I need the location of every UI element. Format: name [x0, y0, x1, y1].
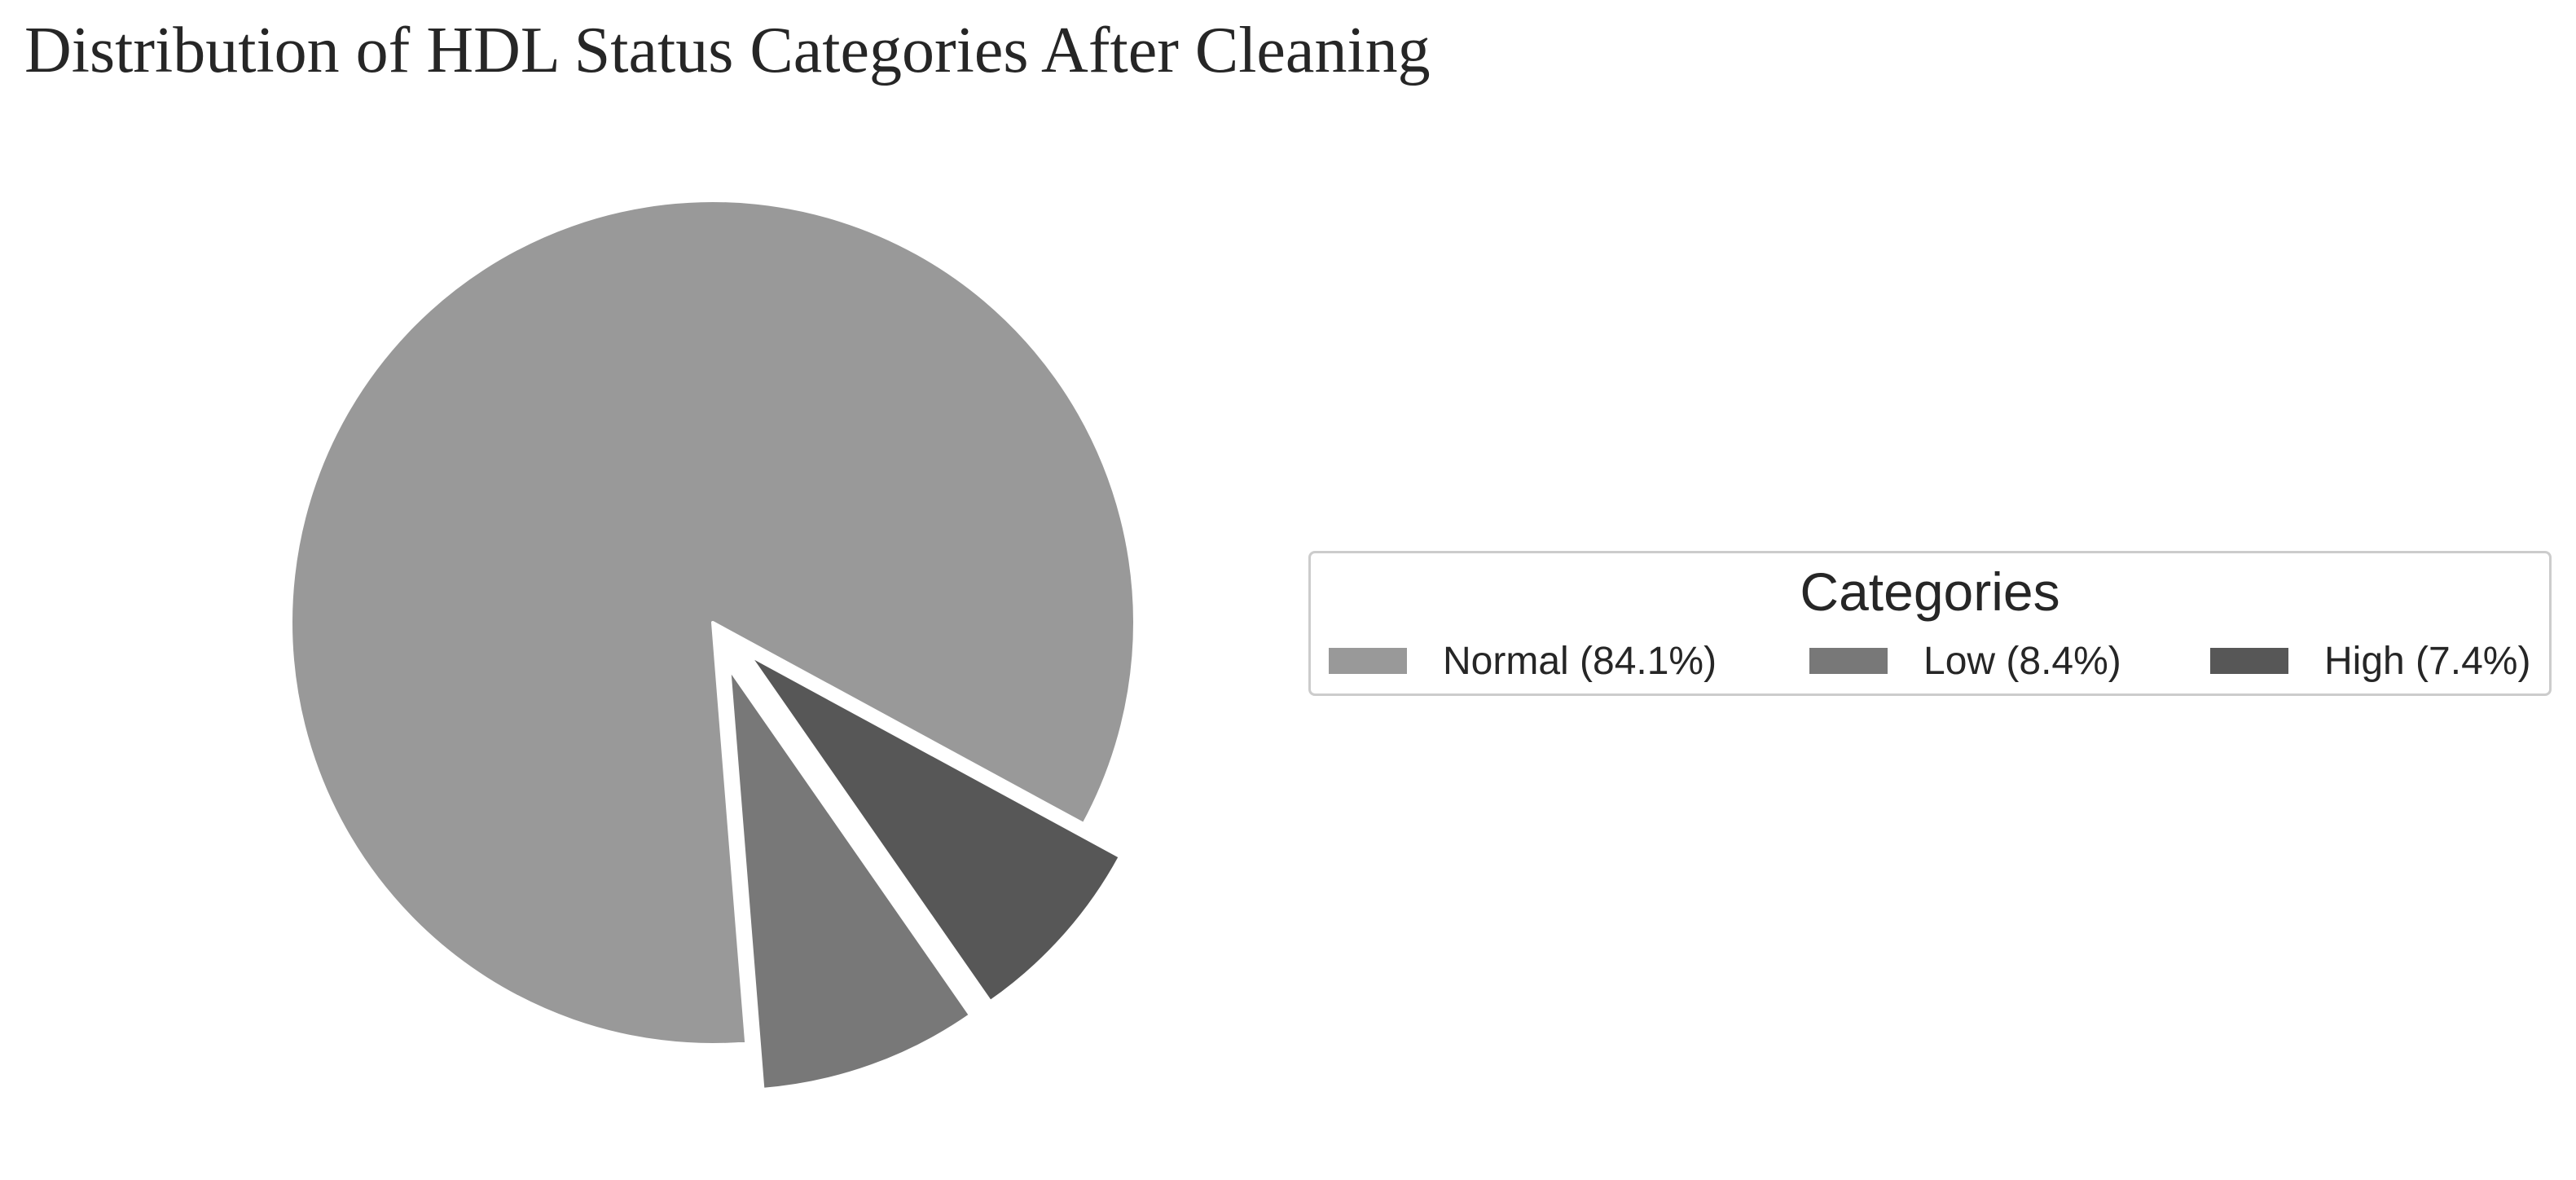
legend-swatch-low [1809, 648, 1888, 674]
legend-swatch-high [2210, 648, 2288, 674]
legend-label-normal: Normal (84.1%) [1443, 639, 1717, 683]
pie-slice-low [728, 667, 973, 1091]
legend-entry-high: High (7.4%) [2210, 635, 2530, 687]
pie-chart [289, 199, 1136, 1091]
legend-entry-low: Low (8.4%) [1809, 635, 2121, 687]
pie-slice-high [747, 654, 1122, 1004]
legend-entry-normal: Normal (84.1%) [1329, 635, 1717, 687]
legend-title: Categories [1800, 561, 2060, 622]
legend-label-low: Low (8.4%) [1923, 639, 2121, 683]
legend-swatch-normal [1329, 648, 1407, 674]
legend-label-high: High (7.4%) [2324, 639, 2531, 683]
chart-title: Distribution of HDL Status Categories Af… [24, 15, 1431, 86]
legend: Categories Normal (84.1%) Low (8.4%) Hig… [1308, 551, 2552, 696]
pie-slice-normal [289, 199, 1136, 1046]
